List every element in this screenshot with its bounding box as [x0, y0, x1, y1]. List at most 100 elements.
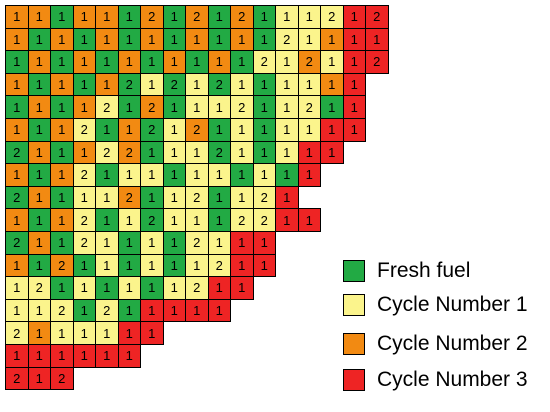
- assembly-cell-cycle-3: 1: [320, 140, 344, 165]
- assembly-cell-fresh: 1: [95, 163, 119, 187]
- assembly-cell-cycle-1: 1: [230, 140, 254, 165]
- assembly-cell-cycle-1: 2: [252, 208, 276, 232]
- assembly-cell-fresh: 1: [72, 27, 96, 52]
- assembly-cell-cycle-1: 1: [297, 72, 321, 97]
- assembly-cell-cycle-3: 1: [117, 344, 141, 368]
- assembly-cell-cycle-3: 1: [230, 231, 254, 255]
- assembly-cell-cycle-1: 1: [275, 5, 299, 29]
- assembly-cell-fresh: 1: [117, 298, 141, 323]
- assembly-cell-cycle-1: 1: [95, 231, 119, 255]
- assembly-cell-fresh: 1: [162, 231, 186, 255]
- assembly-cell-cycle-1: 1: [162, 185, 186, 210]
- assembly-cell-cycle-3: 1: [50, 344, 74, 368]
- assembly-cell-cycle-1: 2: [95, 298, 119, 323]
- assembly-cell-cycle-1: 1: [275, 50, 299, 74]
- assembly-cell-fresh: 1: [275, 163, 299, 187]
- assembly-cell-fresh: 1: [72, 298, 96, 323]
- assembly-cell-cycle-3: 2: [365, 50, 389, 74]
- assembly-cell-cycle-1: 1: [95, 185, 119, 210]
- assembly-cell-cycle-3: 1: [252, 231, 276, 255]
- legend-label-cycle-1: Cycle Number 1: [377, 293, 528, 316]
- assembly-cell-cycle-3: 1: [342, 95, 366, 119]
- assembly-cell-cycle-1: 1: [117, 208, 141, 232]
- assembly-cell-cycle-3: 2: [365, 5, 389, 29]
- assembly-cell-fresh: 1: [50, 140, 74, 165]
- assembly-cell-cycle-3: 1: [275, 208, 299, 232]
- assembly-cell-cycle-1: 1: [275, 95, 299, 119]
- assembly-cell-cycle-2: 1: [320, 27, 344, 52]
- assembly-cell-cycle-2: 1: [5, 118, 29, 142]
- assembly-cell-cycle-3: 1: [297, 208, 321, 232]
- assembly-cell-cycle-1: 1: [95, 321, 119, 345]
- assembly-cell-cycle-1: 1: [185, 208, 209, 232]
- assembly-cell-cycle-1: 2: [72, 163, 96, 187]
- assembly-cell-cycle-1: 2: [72, 208, 96, 232]
- assembly-cell-fresh: 1: [185, 50, 209, 74]
- assembly-cell-cycle-2: 1: [27, 5, 51, 29]
- assembly-cell-cycle-2: 1: [95, 5, 119, 29]
- assembly-cell-cycle-1: 1: [275, 140, 299, 165]
- assembly-cell-cycle-2: 2: [117, 140, 141, 165]
- assembly-cell-cycle-3: 1: [162, 298, 186, 323]
- assembly-cell-cycle-2: 2: [230, 5, 254, 29]
- assembly-cell-fresh: 1: [252, 27, 276, 52]
- assembly-cell-cycle-1: 1: [140, 231, 164, 255]
- legend-label-cycle-3: Cycle Number 3: [377, 368, 528, 391]
- assembly-cell-cycle-3: 1: [27, 344, 51, 368]
- legend-label-cycle-2: Cycle Number 2: [377, 332, 528, 355]
- legend-item-cycle-1: Cycle Number 1: [343, 292, 550, 319]
- assembly-cell-cycle-1: 1: [207, 231, 231, 255]
- assembly-cell-cycle-2: 1: [27, 140, 51, 165]
- assembly-cell-fresh: 1: [27, 118, 51, 142]
- assembly-cell-fresh: 1: [252, 95, 276, 119]
- cycle-3-swatch: [343, 369, 365, 391]
- assembly-cell-cycle-1: 1: [5, 276, 29, 300]
- assembly-cell-cycle-1: 1: [162, 276, 186, 300]
- assembly-cell-fresh: 1: [117, 231, 141, 255]
- assembly-cell-fresh: 1: [162, 27, 186, 52]
- assembly-cell-cycle-1: 2: [95, 95, 119, 119]
- assembly-cell-cycle-3: 1: [297, 163, 321, 187]
- assembly-cell-cycle-2: 2: [185, 5, 209, 29]
- assembly-cell-cycle-2: 1: [72, 140, 96, 165]
- assembly-cell-cycle-1: 1: [185, 140, 209, 165]
- assembly-cell-cycle-2: 2: [50, 253, 74, 278]
- assembly-cell-cycle-1: 1: [117, 276, 141, 300]
- assembly-cell-fresh: 1: [140, 276, 164, 300]
- assembly-cell-cycle-1: 1: [140, 163, 164, 187]
- assembly-cell-cycle-3: 1: [342, 118, 366, 142]
- assembly-cell-cycle-1: 1: [185, 163, 209, 187]
- assembly-cell-fresh: 1: [207, 208, 231, 232]
- assembly-cell-fresh: 1: [27, 163, 51, 187]
- assembly-cell-fresh: 1: [50, 276, 74, 300]
- fresh-fuel-swatch: [343, 260, 365, 282]
- assembly-cell-fresh: 1: [320, 95, 344, 119]
- assembly-cell-cycle-1: 1: [95, 253, 119, 278]
- assembly-cell-cycle-3: 1: [342, 5, 366, 29]
- assembly-cell-fresh: 1: [140, 185, 164, 210]
- assembly-cell-cycle-2: 1: [50, 72, 74, 97]
- assembly-cell-cycle-3: 1: [342, 72, 366, 97]
- assembly-cell-cycle-2: 1: [72, 95, 96, 119]
- legend-item-fresh-fuel: Fresh fuel: [343, 258, 550, 285]
- assembly-cell-cycle-2: 2: [297, 50, 321, 74]
- assembly-cell-cycle-1: 2: [207, 253, 231, 278]
- assembly-cell-cycle-3: 1: [207, 298, 231, 323]
- assembly-cell-cycle-2: 1: [117, 118, 141, 142]
- assembly-cell-cycle-1: 1: [5, 298, 29, 323]
- assembly-cell-cycle-1: 2: [27, 276, 51, 300]
- assembly-cell-cycle-1: 1: [162, 118, 186, 142]
- legend-item-cycle-2: Cycle Number 2: [343, 331, 550, 358]
- assembly-cell-cycle-3: 1: [207, 276, 231, 300]
- assembly-cell-cycle-3: 1: [275, 185, 299, 210]
- assembly-cell-fresh: 1: [27, 253, 51, 278]
- assembly-cell-fresh: 1: [50, 231, 74, 255]
- assembly-cell-cycle-2: 1: [162, 50, 186, 74]
- assembly-cell-cycle-2: 2: [117, 185, 141, 210]
- assembly-cell-cycle-3: 1: [230, 276, 254, 300]
- assembly-cell-cycle-2: 1: [320, 72, 344, 97]
- assembly-cell-fresh: 1: [162, 5, 186, 29]
- assembly-cell-cycle-3: 2: [5, 366, 29, 391]
- assembly-cell-cycle-2: 2: [140, 95, 164, 119]
- assembly-cell-fresh: 1: [230, 50, 254, 74]
